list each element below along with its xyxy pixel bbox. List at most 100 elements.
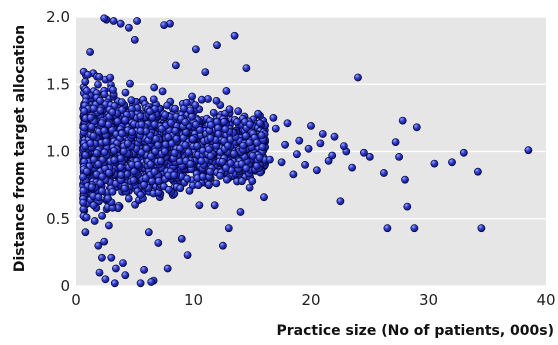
- data-point: [336, 197, 345, 206]
- data-point: [110, 279, 119, 288]
- data-point: [281, 140, 289, 149]
- data-point: [86, 113, 95, 122]
- data-point: [245, 120, 254, 129]
- data-point: [182, 98, 191, 107]
- data-point: [212, 97, 221, 105]
- data-point: [234, 107, 243, 116]
- data-point: [163, 264, 172, 273]
- data-point: [136, 190, 145, 199]
- y-tick-label: 1.5: [46, 75, 70, 93]
- data-point: [136, 279, 145, 288]
- data-point: [101, 275, 110, 284]
- data-point: [116, 19, 125, 28]
- data-point: [230, 31, 239, 40]
- data-point: [477, 224, 486, 233]
- data-point: [271, 124, 280, 133]
- data-point: [158, 87, 167, 96]
- data-point: [100, 237, 109, 246]
- data-point: [304, 144, 313, 153]
- data-point: [354, 73, 362, 82]
- data-point: [473, 167, 482, 176]
- data-point: [239, 141, 248, 150]
- data-point: [121, 116, 130, 125]
- data-point: [255, 119, 264, 128]
- data-point: [257, 131, 266, 140]
- y-axis-title: Distance from target allocation: [12, 25, 28, 272]
- data-point: [195, 201, 204, 210]
- y-tick-label: 2.0: [46, 8, 70, 26]
- data-point: [128, 128, 136, 137]
- data-point: [96, 96, 104, 105]
- data-point: [161, 140, 170, 149]
- data-point: [241, 132, 250, 140]
- data-point: [98, 253, 106, 262]
- data-point: [126, 79, 134, 88]
- data-point: [295, 136, 304, 145]
- data-point: [110, 156, 119, 164]
- data-point: [292, 150, 301, 159]
- data-point: [113, 117, 122, 126]
- data-point: [164, 133, 173, 142]
- data-point: [82, 167, 91, 176]
- data-point: [301, 160, 309, 169]
- y-axis-ticks: 0 0.5 1.0 1.5 2.0: [46, 8, 70, 295]
- data-point: [207, 121, 215, 129]
- data-point: [524, 146, 533, 155]
- data-point: [112, 264, 120, 273]
- data-point: [233, 118, 241, 126]
- data-point: [248, 151, 257, 160]
- data-point: [142, 144, 151, 153]
- data-point: [181, 141, 190, 150]
- data-point: [81, 77, 90, 86]
- data-point: [283, 119, 292, 128]
- y-tick-label: 0: [60, 277, 70, 295]
- data-point: [359, 148, 368, 157]
- data-point: [92, 149, 101, 158]
- data-point: [210, 201, 219, 210]
- data-point: [154, 177, 163, 185]
- data-point: [137, 148, 146, 157]
- data-point: [89, 104, 98, 113]
- data-point: [191, 45, 200, 54]
- data-point: [82, 87, 91, 95]
- data-point: [183, 174, 192, 183]
- data-point: [277, 158, 286, 167]
- data-point: [164, 185, 173, 194]
- data-point: [86, 139, 95, 148]
- data-point: [348, 163, 356, 172]
- data-point: [186, 160, 195, 168]
- data-point: [79, 186, 88, 195]
- data-points: [79, 14, 533, 288]
- data-point: [197, 157, 206, 165]
- data-point: [316, 139, 325, 148]
- data-point: [194, 181, 203, 190]
- data-point: [108, 108, 117, 117]
- data-point: [197, 95, 206, 104]
- x-axis-ticks: 0 10 20 30 40: [71, 291, 555, 309]
- data-point: [116, 163, 125, 172]
- data-point: [391, 138, 400, 146]
- data-point: [120, 147, 128, 156]
- data-point: [365, 152, 374, 161]
- data-point: [212, 179, 221, 188]
- data-point: [245, 183, 254, 192]
- data-point: [171, 61, 180, 70]
- data-point: [150, 167, 159, 176]
- data-point: [221, 125, 230, 134]
- data-point: [167, 119, 175, 127]
- data-point: [104, 120, 113, 129]
- data-point: [105, 168, 113, 177]
- data-point: [140, 265, 148, 274]
- x-axis-title: Practice size (No of patients, 000s): [276, 323, 554, 339]
- data-point: [145, 107, 154, 116]
- data-point: [127, 96, 136, 105]
- data-point: [260, 193, 268, 202]
- data-point: [269, 114, 278, 122]
- data-point: [187, 112, 196, 121]
- data-point: [100, 148, 109, 157]
- data-point: [195, 125, 204, 134]
- data-point: [100, 14, 109, 23]
- data-point: [157, 124, 166, 133]
- y-tick-label: 1.0: [46, 143, 70, 161]
- data-point: [80, 123, 89, 132]
